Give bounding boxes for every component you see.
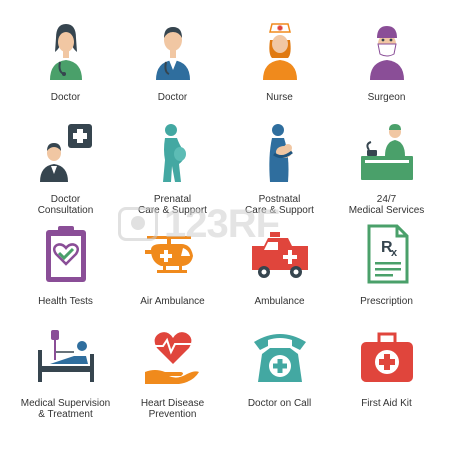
icon-tile-air-ambulance: Air Ambulance xyxy=(119,218,226,320)
icon-label: First Aid Kit xyxy=(361,398,412,409)
icon-tile-prenatal: Prenatal Care & Support xyxy=(119,116,226,218)
icon-tile-surgeon: Surgeon xyxy=(333,14,440,116)
icon-tile-health-tests: Health Tests xyxy=(12,218,119,320)
icon-tile-heart-disease: Heart Disease Prevention xyxy=(119,320,226,430)
nurse-icon xyxy=(248,18,312,82)
icon-tile-prescription: R x Prescription xyxy=(333,218,440,320)
icon-tile-medical-services: 24/7 Medical Services xyxy=(333,116,440,218)
first-aid-kit-icon xyxy=(355,324,419,388)
icon-tile-medical-supervision: Medical Supervision & Treatment xyxy=(12,320,119,430)
icon-tile-doctor-on-call: Doctor on Call xyxy=(226,320,333,430)
doctor-consultation-icon xyxy=(34,120,98,184)
male-doctor-icon xyxy=(141,18,205,82)
icon-label: Doctor xyxy=(157,92,188,103)
svg-text:x: x xyxy=(391,247,398,259)
medical-services-icon xyxy=(355,120,419,184)
prenatal-icon xyxy=(141,120,205,184)
icon-label: Doctor xyxy=(50,92,81,103)
icon-label: Heart Disease Prevention xyxy=(140,398,205,420)
heart-hand-icon xyxy=(141,324,205,388)
icon-label: Medical Supervision & Treatment xyxy=(20,398,111,420)
clipboard-heart-icon xyxy=(34,222,98,286)
icon-tile-doctor-female: Doctor xyxy=(12,14,119,116)
icon-label: Postnatal Care & Support xyxy=(245,194,314,216)
icon-tile-doctor-male: Doctor xyxy=(119,14,226,116)
svg-text:R: R xyxy=(381,239,393,256)
icon-label: Doctor Consultation xyxy=(37,194,94,216)
icon-tile-nurse: Nurse xyxy=(226,14,333,116)
icon-label: Prenatal Care & Support xyxy=(138,194,207,216)
icon-label: Ambulance xyxy=(254,296,305,307)
ambulance-icon xyxy=(248,222,312,286)
icon-label: Nurse xyxy=(266,92,293,103)
icon-tile-doctor-consultation: Doctor Consultation xyxy=(12,116,119,218)
telephone-icon xyxy=(248,324,312,388)
icon-label: 24/7 Medical Services xyxy=(348,194,425,216)
surgeon-icon xyxy=(355,18,419,82)
icon-label: Surgeon xyxy=(367,92,406,103)
icon-label: Doctor on Call xyxy=(247,398,312,409)
hospital-bed-icon xyxy=(34,324,98,388)
prescription-icon: R x xyxy=(355,222,419,286)
icon-grid: Doctor Doctor xyxy=(12,14,440,430)
icon-label: Air Ambulance xyxy=(140,296,205,307)
icon-tile-first-aid-kit: First Aid Kit xyxy=(333,320,440,430)
female-doctor-icon xyxy=(34,18,98,82)
icon-tile-ambulance: Ambulance xyxy=(226,218,333,320)
icon-label: Health Tests xyxy=(38,296,93,307)
icon-tile-postnatal: Postnatal Care & Support xyxy=(226,116,333,218)
icon-label: Prescription xyxy=(360,296,413,307)
postnatal-icon xyxy=(248,120,312,184)
helicopter-icon xyxy=(141,222,205,286)
